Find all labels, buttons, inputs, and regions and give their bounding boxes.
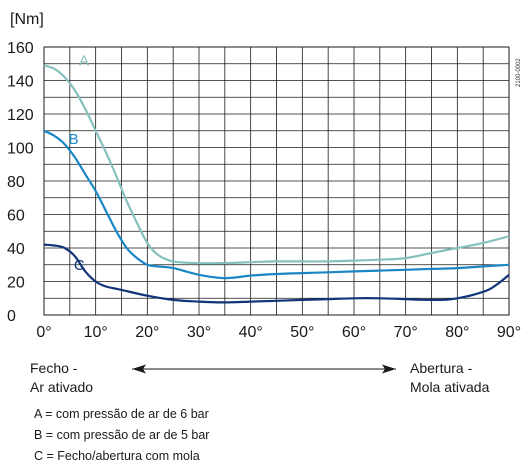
x-tick-label: 20° [135, 324, 159, 341]
x-tick-label: 50° [290, 324, 314, 341]
y-axis-ticks: 0 20 40 60 80 100 120 140 160 [7, 40, 34, 325]
annotation-close-line1: Fecho - [30, 360, 78, 376]
series-line-c [43, 243, 510, 304]
y-tick-label: 140 [7, 74, 34, 91]
annotation-open-line1: Abertura - [410, 360, 473, 376]
x-tick-label: 60° [342, 324, 366, 341]
annotation-close-line2: Ar ativado [30, 379, 94, 395]
arrow-head-left [132, 364, 146, 374]
y-tick-label: 120 [7, 107, 34, 124]
annotation-close-air: Fecho - Ar ativado [30, 359, 93, 397]
x-tick-label: 90° [497, 324, 521, 341]
annotation-open-spring: Abertura - Mola ativada [410, 359, 489, 397]
series-label-a: A [79, 52, 89, 69]
x-tick-label: 80° [445, 324, 469, 341]
y-axis-unit-label: [Nm] [10, 11, 44, 28]
legend-b: B = com pressão de ar de 5 bar [34, 428, 210, 442]
series-line-b [43, 129, 510, 280]
series-labels: A B C [69, 52, 89, 273]
arrow-head-right [382, 364, 396, 374]
x-tick-label: 70° [394, 324, 418, 341]
y-tick-label: 100 [7, 141, 34, 158]
x-axis-ticks: 0° 10° 20° 30° 40° 50° 60° 70° 80° 90° [36, 324, 521, 341]
document-number: 2100-0002 [516, 58, 522, 87]
x-tick-label: 40° [239, 324, 263, 341]
x-tick-label: 0° [36, 324, 51, 341]
y-tick-label: 80 [7, 174, 25, 191]
legend-a: A = com pressão de ar de 6 bar [34, 407, 209, 421]
x-tick-label: 10° [84, 324, 108, 341]
chart-grid [44, 47, 509, 315]
y-tick-label: 20 [7, 275, 25, 292]
series-label-b: B [69, 131, 79, 148]
direction-arrow [132, 364, 396, 374]
y-tick-label: 0 [7, 308, 16, 325]
y-tick-label: 160 [7, 40, 34, 57]
x-tick-label: 30° [187, 324, 211, 341]
series-group [43, 64, 510, 304]
annotation-open-line2: Mola ativada [410, 379, 490, 395]
plot-frame [43, 46, 510, 316]
legend-c: C = Fecho/abertura com mola [34, 449, 200, 463]
y-tick-label: 40 [7, 241, 25, 258]
y-tick-label: 60 [7, 208, 25, 225]
series-line-a [43, 64, 510, 265]
series-label-c: C [74, 257, 85, 274]
